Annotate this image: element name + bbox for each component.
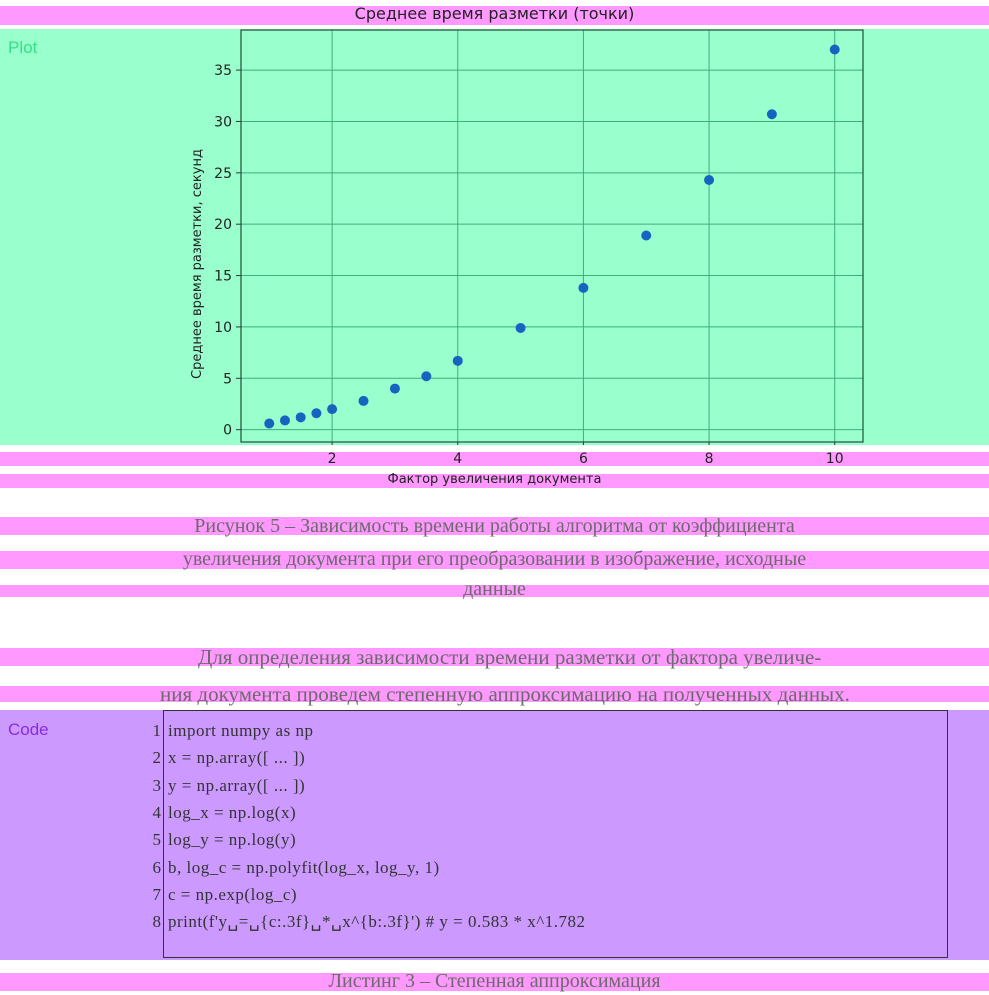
x-tick-label: 10 [825,451,844,467]
caption-band-1 [0,517,989,535]
caption-line-3: данные [463,578,526,600]
y-tick-label: 5 [223,371,232,387]
paragraph-line-2: ния документа проведем степенную аппрокс… [160,682,850,706]
x-tick-label: 6 [578,451,588,467]
caption-line-1: Рисунок 5 – Зависимость времени работы а… [194,515,795,537]
code-line: import numpy as np [168,721,314,740]
y-tick-label: 20 [214,217,232,233]
data-point [829,44,840,55]
plot-region-label: Plot [8,38,38,57]
paragraph-band-1 [0,648,989,666]
code-line-number: 3 [152,775,162,795]
code-line: c = np.exp(log_c) [168,884,298,904]
listing-caption-band [0,973,989,991]
y-tick-label: 0 [223,423,232,439]
data-point [264,418,275,429]
data-point [311,408,322,419]
data-point [578,282,589,293]
chart-title: Среднее время разметки (точки) [354,4,635,23]
code-listing-box [163,710,948,958]
code-line: y = np.array([ ... ]) [168,775,306,795]
data-point [452,355,463,366]
plot-region: Plot 0 5 10 15 20 25 30 35 Среднее время разметк… [0,29,989,445]
data-point [515,322,526,333]
y-tick-label: 15 [214,269,232,285]
code-line-number: 5 [152,830,162,850]
data-point [641,230,652,241]
code-line-number: 8 [152,912,162,932]
code-line: log_y = np.log(y) [168,830,297,850]
y-tick-label: 30 [214,114,232,130]
code-line: print(f'y␣=␣{c:.3f}␣*␣x^{b:.3f}') # y = … [168,912,586,932]
data-point [766,109,777,120]
code-line-number: 7 [152,884,162,904]
data-point [389,383,400,394]
data-point [421,371,432,382]
data-point [358,395,369,406]
y-tick-label: 25 [214,166,232,182]
listing-caption: Листинг 3 – Степенная аппроксимация [328,970,661,992]
chart-title-band [0,6,989,25]
plot-frame [240,29,864,443]
code-region-label: Code [8,720,49,739]
code-line-number: 4 [152,802,162,822]
code-line-number: 6 [152,857,162,877]
x-tick-label: 4 [453,451,463,467]
y-tick-label: 35 [214,63,232,79]
data-point [279,415,290,426]
x-tick-label: 8 [704,451,714,467]
caption-band-3 [0,585,989,597]
data-point [327,404,338,415]
code-line-number: 1 [152,721,162,740]
code-region: Code 1 import numpy as np 2 x = np.array([ … [0,710,989,960]
xlabel-band [0,474,989,488]
code-line: b, log_c = np.polyfit(log_x, log_y, 1) [168,857,440,877]
caption-band-2 [0,551,989,569]
x-tick-label: 2 [327,451,337,467]
y-tick-label: 10 [214,320,232,336]
xtick-band [0,452,989,466]
paragraph-band-2 [0,686,989,702]
code-line-number: 2 [152,748,162,768]
scatter-chart: 0 5 10 15 20 25 30 35 Среднее время разметки, се… [190,29,864,445]
data-point [295,412,306,423]
paragraph-line-1: Для определения зависимости времени разм… [198,645,822,669]
caption-line-2: увеличения документа при его преобразова… [182,548,807,570]
y-axis-label: Среднее время разметки, секунд [190,149,205,379]
data-point [704,175,715,186]
code-line: x = np.array([ ... ]) [168,748,306,768]
x-axis-label: Фактор увеличения документа [387,472,602,487]
code-line: log_x = np.log(x) [168,802,297,822]
